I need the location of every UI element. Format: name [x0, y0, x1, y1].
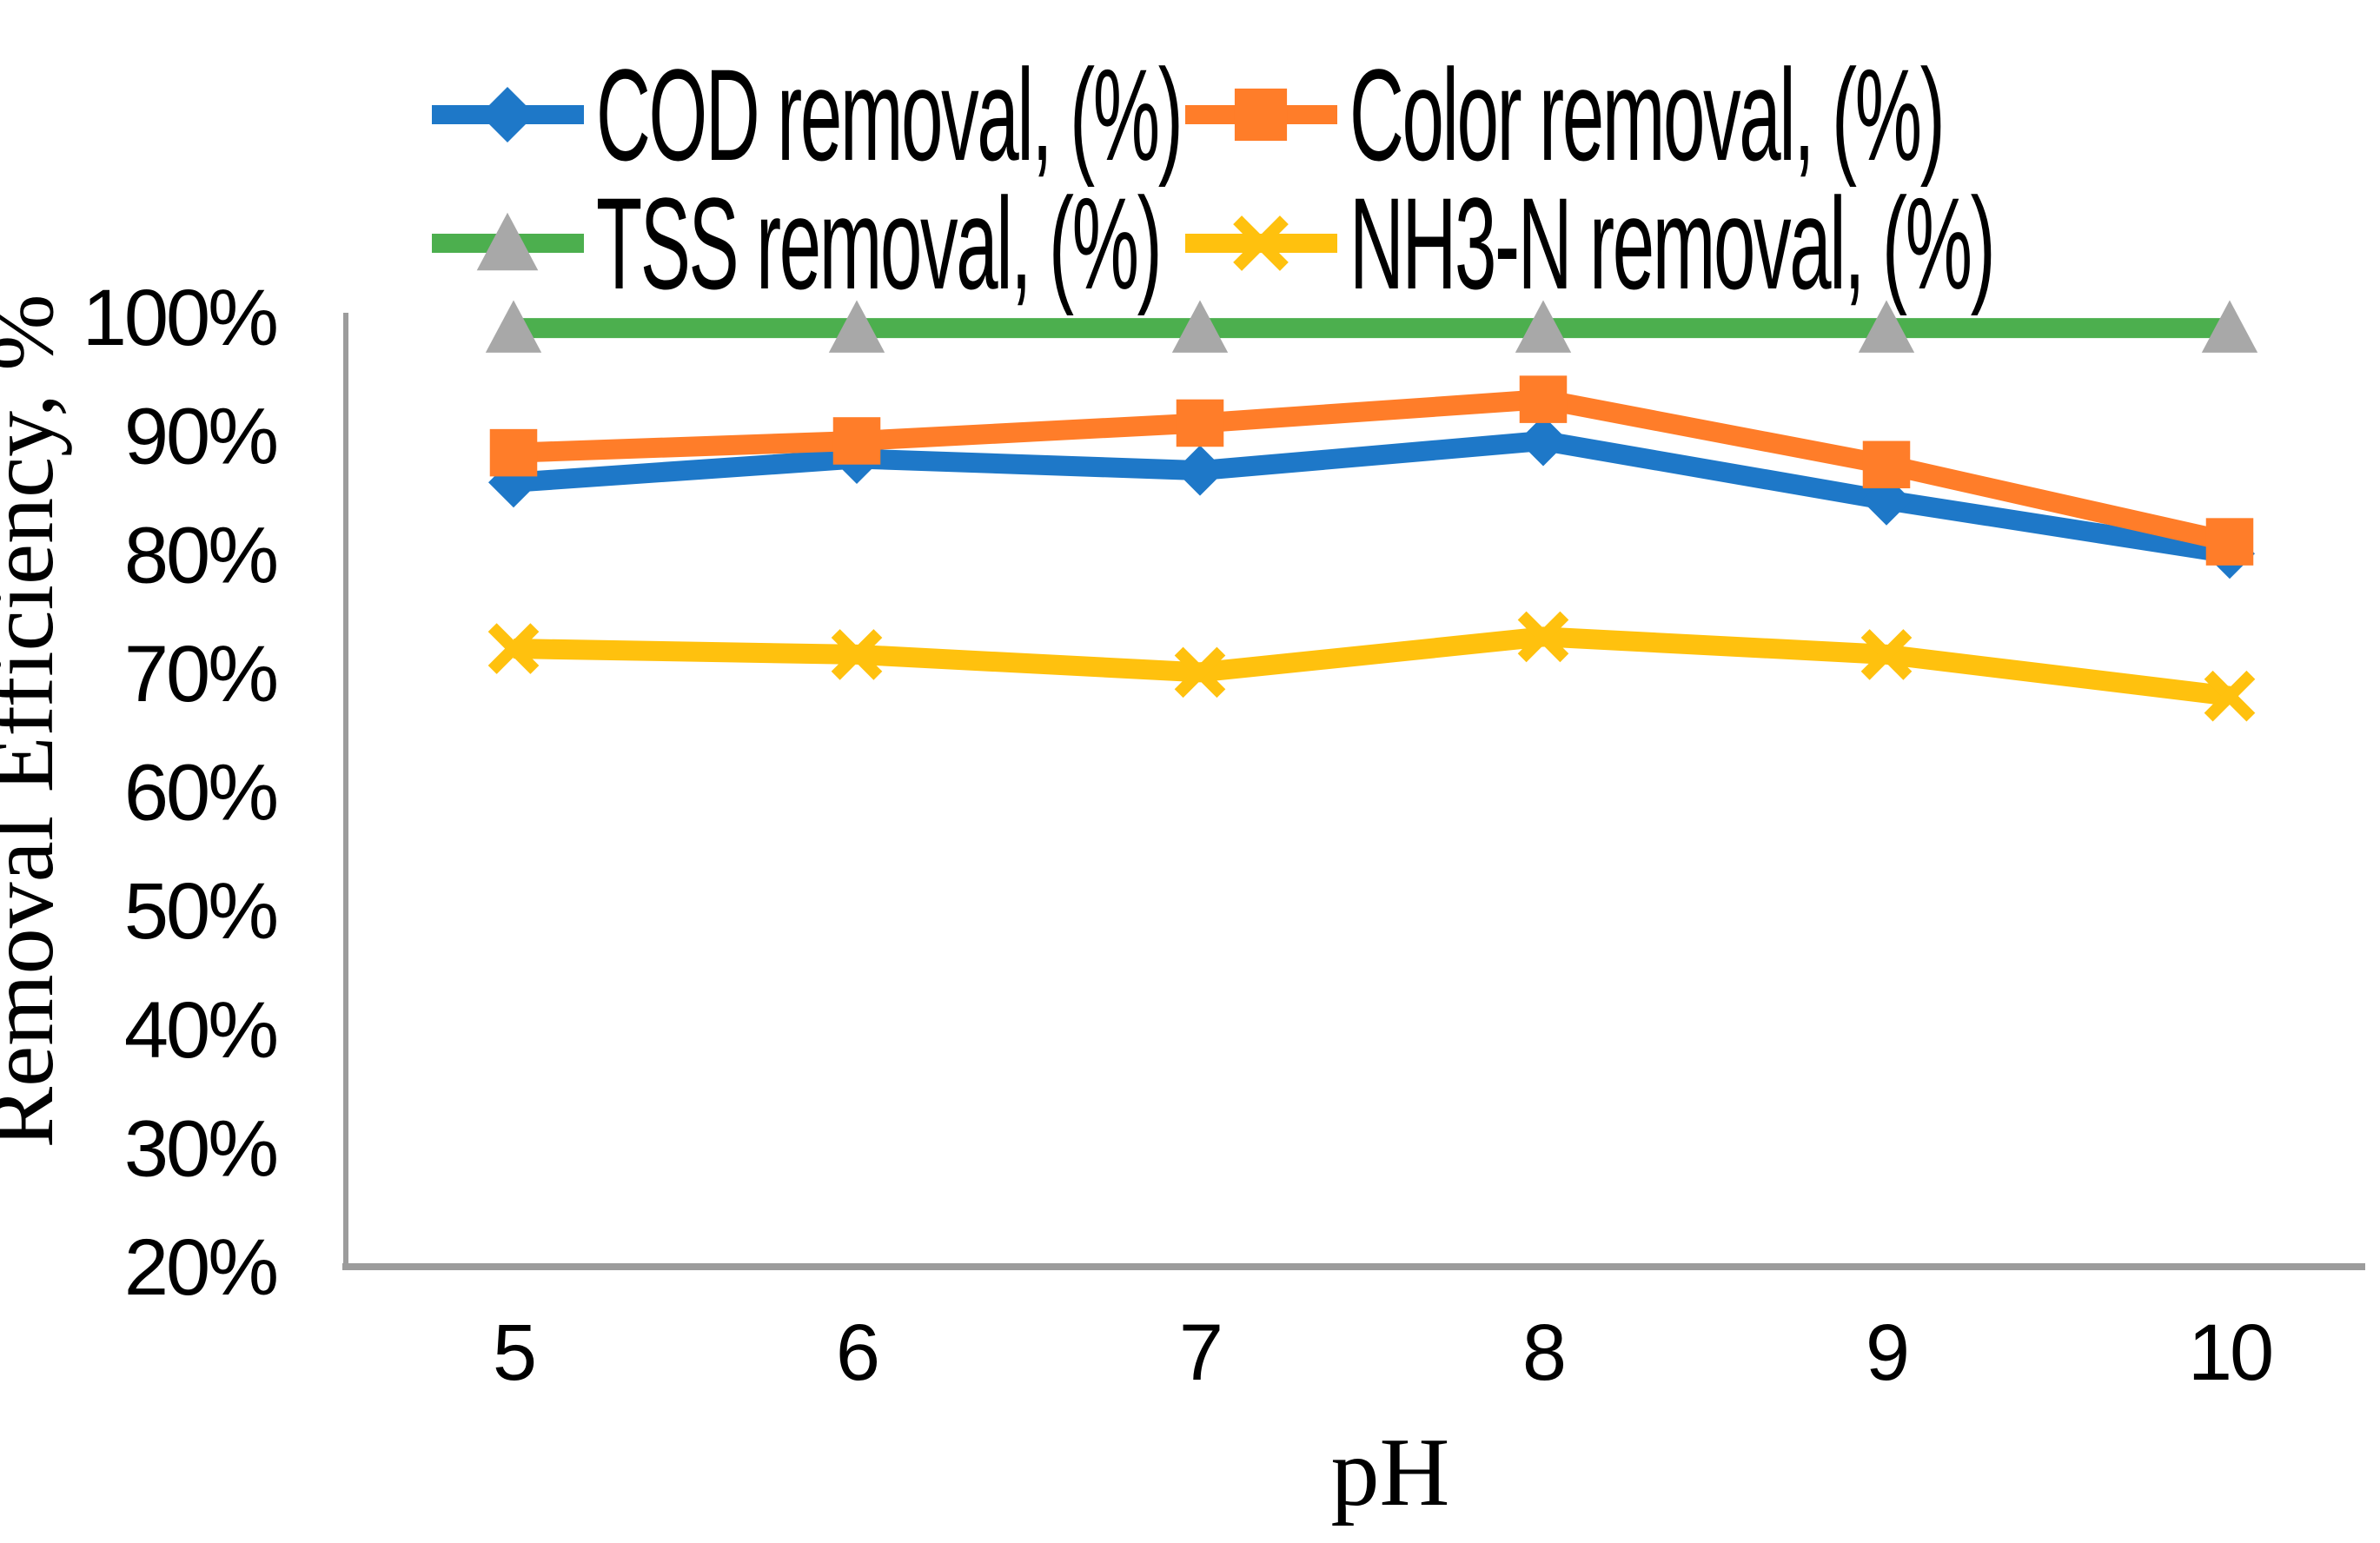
- y-tick-label: 90%: [124, 393, 276, 481]
- y-tick-label: 50%: [124, 867, 276, 956]
- legend-swatch-cod-diamond-icon: [432, 87, 584, 142]
- data-point-nh3n-ph9: [1860, 629, 1913, 680]
- legend-marker-square-icon: [1234, 88, 1288, 142]
- y-tick-label: 70%: [124, 630, 276, 719]
- data-point-tss-ph8: [1515, 300, 1572, 353]
- y-axis-title: Removal Efficiency, %: [0, 294, 72, 1148]
- y-tick-label: 100%: [83, 274, 276, 362]
- legend-swatch-color-square-icon: [1185, 88, 1337, 142]
- data-point-tss-ph9: [1858, 300, 1915, 353]
- legend-swatch-tss-triangle-icon: [432, 212, 584, 271]
- data-point-color-ph8: [1519, 375, 1568, 423]
- legend-label-nh3n: NH3-N removal, (%): [1349, 170, 1996, 316]
- y-tick-label: 30%: [124, 1104, 276, 1193]
- data-point-color-ph9: [1862, 440, 1911, 489]
- data-point-tss-ph6: [828, 300, 885, 353]
- x-axis-title: pH: [1331, 1419, 1450, 1526]
- data-point-tss-ph10: [2201, 300, 2258, 353]
- legend-entry-color: Color removal, (%): [1185, 32, 2373, 197]
- legend-marker-triangle-icon: [476, 212, 539, 271]
- data-point-tss-ph7: [1171, 300, 1229, 353]
- data-point-color-ph6: [832, 417, 881, 465]
- data-point-nh3n-ph8: [1517, 611, 1569, 663]
- series-line-cod: [513, 430, 2231, 564]
- legend-entry-tss: TSS removal, (%): [432, 161, 1569, 326]
- data-point-color-ph5: [489, 428, 538, 477]
- data-point-cod-ph8: [1518, 415, 1568, 467]
- y-tick-label: 20%: [124, 1223, 276, 1312]
- x-tick-label: 9: [1866, 1308, 1907, 1397]
- y-tick-label: 60%: [124, 749, 276, 838]
- legend-entry-cod: COD removal, (%): [432, 32, 1605, 197]
- data-point-color-ph7: [1176, 399, 1224, 447]
- data-point-nh3n-ph7: [1174, 646, 1226, 699]
- legend-label-tss: TSS removal, (%): [596, 170, 1163, 316]
- series-line-nh3n: [513, 626, 2231, 706]
- legend-entry-nh3n: NH3-N removal, (%): [1185, 161, 2380, 326]
- legend-marker-diamond-icon: [480, 87, 535, 142]
- legend-swatch-nh3n-x-icon: [1185, 215, 1337, 271]
- data-point-nh3n-ph10: [2204, 670, 2256, 722]
- x-tick-label: 5: [493, 1308, 534, 1397]
- data-point-nh3n-ph6: [831, 629, 883, 680]
- x-tick-label: 6: [836, 1308, 878, 1397]
- x-tick-label: 10: [2188, 1308, 2271, 1397]
- data-point-cod-ph7: [1175, 445, 1225, 496]
- x-tick-label: 8: [1522, 1308, 1564, 1397]
- x-tick-label: 7: [1179, 1308, 1221, 1397]
- legend-label-color: Color removal, (%): [1349, 42, 1946, 188]
- data-point-tss-ph5: [485, 300, 542, 353]
- legend-label-cod: COD removal, (%): [596, 42, 1183, 188]
- legend-marker-x-icon: [1233, 215, 1289, 271]
- y-tick-label: 80%: [124, 511, 276, 599]
- series-line-color: [513, 389, 2232, 552]
- data-point-nh3n-ph5: [487, 623, 540, 674]
- y-tick-label: 40%: [124, 986, 276, 1075]
- data-point-color-ph10: [2205, 518, 2254, 566]
